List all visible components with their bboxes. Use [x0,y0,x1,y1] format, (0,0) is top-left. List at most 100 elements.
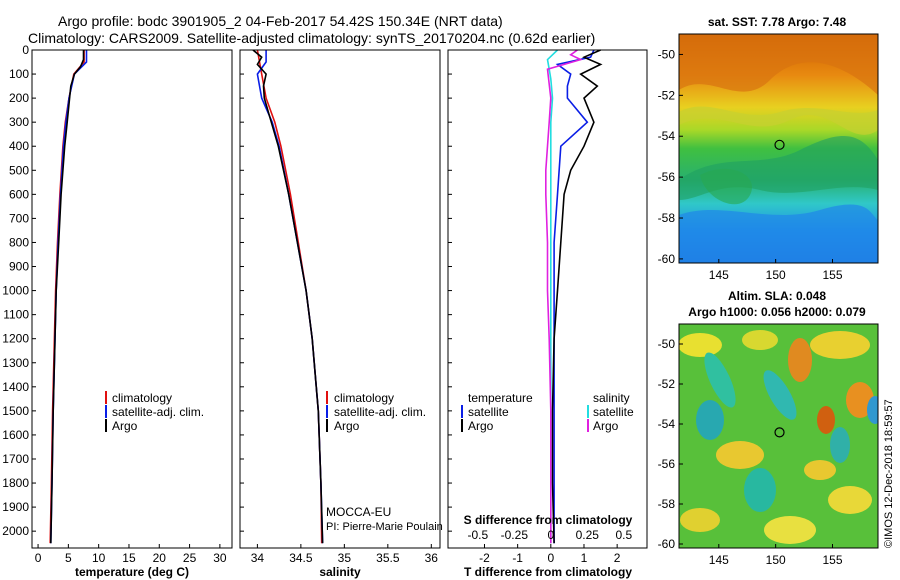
depth-tick-label: 2000 [2,524,29,538]
legend-climatology: climatology [112,391,172,405]
depth-tick-label: 1400 [2,380,29,394]
salinity-frame [239,49,441,549]
legend-mark-t-argo [461,419,463,432]
x-tick-label: 34 [251,551,265,565]
legend-satellite: satellite-adj. clim. [112,405,204,419]
legend-salinity-title: salinity [593,391,630,405]
x-tick-label: 30 [213,551,227,565]
sla-map-title: Altim. SLA: 0.048 [728,289,826,303]
temperature-xlabel: temperature (deg C) [75,565,189,579]
legend-mark-argo [326,419,328,432]
depth-tick-label: 1900 [2,500,29,514]
depth-tick-label: 200 [9,91,29,105]
legend-argo: Argo [334,419,360,433]
legend-mark-climatology [326,391,328,404]
salinity-panel: 34 34.5 35 35.5 36 salinity climatology sate… [239,49,443,579]
s-diff-tick-label: 0.25 [576,528,600,542]
series-line-3-2 [551,49,603,544]
temperature-legend: climatology satellite-adj. clim. Argo [105,391,204,433]
difference-top-ticks: -0.5 -0.25 0 0.25 0.5 [468,528,633,542]
depth-tick-label: 400 [9,139,29,153]
s-difference-label: S difference from climatology [464,513,633,527]
legend-satellite: satellite-adj. clim. [334,405,426,419]
x-tick-label: 10 [92,551,106,565]
legend-s-argo: Argo [593,419,619,433]
series-line-3-3 [546,49,559,544]
x-tick-label: -2 [479,551,490,565]
legend-s-satellite: satellite [593,405,634,419]
difference-panel: -2 -1 0 1 2 -0.5 -0.25 0 0.25 0.5 S difference f… [447,49,648,579]
x-tick-label: 0 [547,551,554,565]
depth-tick-label: 1300 [2,356,29,370]
sla-argo-position-marker [774,427,785,438]
map-x-tick-label: 150 [766,553,786,567]
series-line-1-3 [50,50,85,544]
legend-mark-climatology [105,391,107,404]
sst-field [679,34,878,263]
legend-t-satellite: satellite [468,405,509,419]
salinity-legend: climatology satellite-adj. clim. Argo [326,391,426,433]
difference-legend: temperature satellite Argo salinity sate… [461,391,634,433]
temperature-panel: 0100200300400500600700800900100011001200… [2,43,233,579]
sst-map-ticks: 145 150 155 -50 -52 -54 -56 -58 -60 [658,47,843,282]
header-line-1: Argo profile: bodc 3901905_2 04-Feb-2017… [58,13,503,29]
sst-argo-position-marker [774,139,785,150]
series-line-3-1 [553,49,595,544]
legend-climatology: climatology [334,391,394,405]
x-tick-label: 15 [122,551,136,565]
x-tick-label: 35 [338,551,352,565]
temperature-frame [31,49,233,549]
map-x-tick-label: 155 [822,553,842,567]
sla-map-panel: Altim. SLA: 0.048 Argo h1000: 0.056 h200… [658,289,879,567]
map-y-tick-label: -56 [658,457,676,471]
map-x-tick-label: 155 [822,268,842,282]
x-tick-label: 34.5 [289,551,313,565]
temperature-lines [49,50,88,544]
annotation-project: MOCCA-EU [326,505,391,519]
series-line-2-2 [256,50,324,544]
legend-mark-s-satellite [587,405,589,418]
legend-t-argo: Argo [468,419,494,433]
legend-mark-s-argo [587,419,589,432]
s-diff-tick-label: 0 [547,528,554,542]
depth-tick-label: 800 [9,235,29,249]
series-line-2-3 [252,49,324,544]
s-diff-tick-label: 0.5 [615,528,632,542]
s-diff-tick-label: -0.5 [468,528,489,542]
sst-map-frame [678,33,879,264]
map-y-tick-label: -54 [658,129,676,143]
t-difference-label: T difference from climatology [464,565,632,579]
x-tick-label: 20 [153,551,167,565]
map-x-tick-label: 145 [709,553,729,567]
salinity-xlabel: salinity [319,565,361,579]
depth-tick-label: 0 [22,43,29,57]
depth-tick-label: 600 [9,187,29,201]
map-y-tick-label: -60 [658,537,676,551]
map-y-tick-label: -50 [658,47,676,61]
x-tick-label: 35.5 [376,551,400,565]
sla-map-ticks: 145 150 155 -50 -52 -54 -56 -58 -60 [658,337,843,567]
depth-tick-labels: 0 100 200 300 400 500 600 700 800 900 1000 1100 1200… [2,43,29,538]
x-tick-label: -1 [512,551,523,565]
legend-mark-satellite [105,405,107,418]
sla-map-subtitle: Argo h1000: 0.056 h2000: 0.079 [688,305,866,319]
x-tick-label: 36 [425,551,439,565]
map-x-tick-label: 145 [709,268,729,282]
legend-temperature-title: temperature [468,391,533,405]
depth-tick-label: 1600 [2,428,29,442]
depth-tick-label: 1200 [2,332,29,346]
map-y-tick-label: -50 [658,337,676,351]
map-y-tick-label: -58 [658,211,676,225]
legend-mark-satellite [326,405,328,418]
map-y-tick-label: -56 [658,170,676,184]
depth-tick-label: 700 [9,211,29,225]
sst-map-title: sat. SST: 7.78 Argo: 7.48 [708,15,847,29]
x-tick-label: 0 [35,551,42,565]
depth-tick-label: 100 [9,67,29,81]
salinity-x-ticks: 34 34.5 35 35.5 36 [240,49,439,565]
annotation-pi: PI: Pierre-Marie Poulain [326,521,443,533]
map-x-tick-label: 150 [766,268,786,282]
depth-tick-label: 500 [9,163,29,177]
legend-mark-argo [105,419,107,432]
difference-frame [447,49,648,549]
